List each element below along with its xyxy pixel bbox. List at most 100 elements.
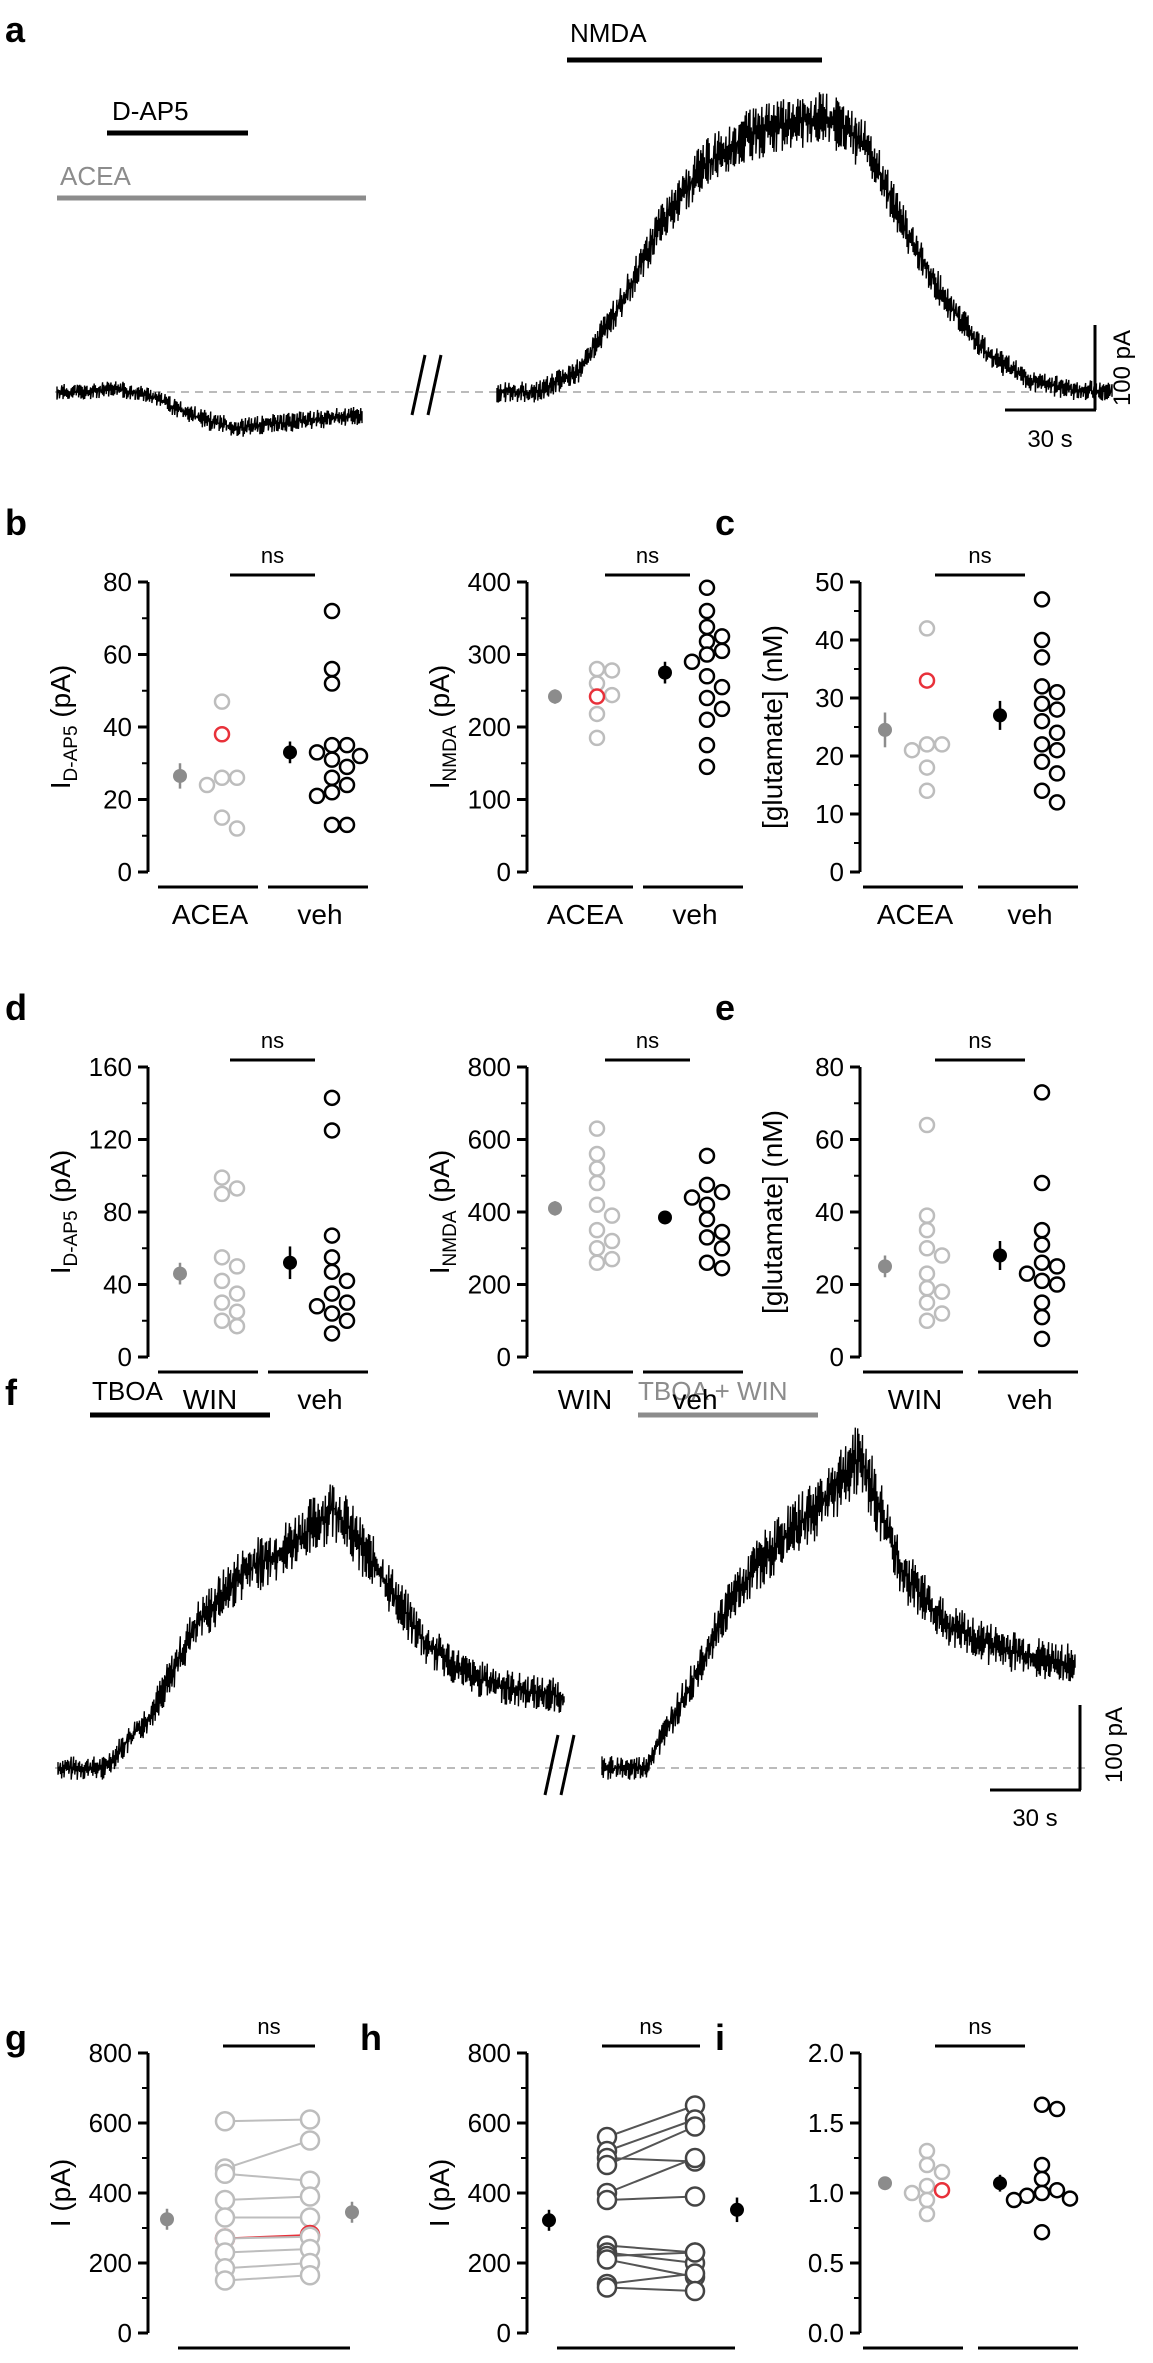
significance-label: ns xyxy=(968,2014,991,2039)
y-axis-label-main: I xyxy=(424,1266,455,1274)
y-tick-label: 2.0 xyxy=(808,2038,844,2068)
data-point xyxy=(698,736,716,754)
data-point xyxy=(1033,1272,1051,1290)
paired-line xyxy=(606,2251,696,2264)
axis-break-mark xyxy=(426,354,443,416)
paired-line xyxy=(224,2248,311,2254)
group-label: ACEA xyxy=(547,899,624,930)
y-axis-label-sub: NMDA xyxy=(440,725,461,781)
data-point xyxy=(933,1247,951,1264)
data-point xyxy=(323,751,341,768)
data-point xyxy=(603,1232,621,1250)
data-point xyxy=(1048,683,1066,701)
data-point xyxy=(603,1250,621,1268)
data-point xyxy=(1033,1174,1051,1192)
paired-line xyxy=(224,2274,311,2282)
data-point xyxy=(713,1259,731,1277)
paired-line xyxy=(224,2172,311,2182)
paired-line xyxy=(224,2139,311,2170)
data-point xyxy=(338,816,356,834)
y-tick-label: 80 xyxy=(103,567,132,597)
data-point xyxy=(1048,2100,1066,2118)
y-tick-label: 80 xyxy=(815,1052,844,1082)
data-point xyxy=(933,1283,951,1300)
data-point xyxy=(1033,1084,1051,1101)
axis-break-mark xyxy=(559,1734,576,1796)
data-point xyxy=(596,2277,618,2298)
panel-letter-c: c xyxy=(715,502,735,543)
data-point xyxy=(918,1312,936,1329)
y-axis-label: INMDA (pA) xyxy=(424,1150,461,1274)
data-point xyxy=(323,1263,341,1281)
data-point xyxy=(713,678,731,696)
data-point xyxy=(1033,1254,1051,1271)
scalebar-y-label: 100 pA xyxy=(1109,330,1136,406)
mean-marker xyxy=(878,1259,892,1274)
data-point xyxy=(918,1279,936,1297)
group-label: WIN xyxy=(888,1384,942,1415)
data-point xyxy=(323,1249,341,1266)
data-point xyxy=(1033,2170,1051,2188)
data-point xyxy=(338,1294,356,1311)
y-axis-label: ID-AP5 (pA) xyxy=(45,665,82,789)
group-label: veh xyxy=(297,899,342,930)
paired-line xyxy=(224,2118,311,2123)
data-point xyxy=(933,1305,951,1322)
y-tick-label: 300 xyxy=(468,640,511,670)
data-point xyxy=(698,711,716,728)
data-point xyxy=(1033,591,1051,608)
data-point xyxy=(603,1207,621,1224)
data-point xyxy=(198,776,216,794)
data-point xyxy=(933,2181,951,2199)
panel-letter-i: i xyxy=(715,2017,725,2058)
data-point xyxy=(1033,2223,1051,2241)
data-point xyxy=(1048,724,1066,742)
y-axis-label: I (pA) xyxy=(424,2159,455,2227)
paired-line xyxy=(606,2244,696,2254)
data-point xyxy=(338,776,356,794)
data-point xyxy=(698,1229,716,1246)
data-point xyxy=(684,2242,706,2263)
y-tick-label: 40 xyxy=(103,712,132,742)
data-point xyxy=(1033,2156,1051,2174)
data-point xyxy=(214,2163,236,2184)
data-point xyxy=(214,2270,236,2291)
data-point xyxy=(213,1185,231,1203)
scalebar-x-label: 30 s xyxy=(1027,426,1072,453)
data-point xyxy=(698,646,716,663)
data-point xyxy=(903,2184,921,2202)
data-point xyxy=(213,1272,231,1290)
significance-label: ns xyxy=(636,1028,659,1053)
data-point xyxy=(323,602,341,620)
data-point xyxy=(918,1207,936,1224)
data-point xyxy=(918,1294,936,1311)
y-tick-label: 0 xyxy=(118,1342,132,1372)
y-tick-label: 20 xyxy=(815,1270,844,1300)
data-point xyxy=(213,809,231,826)
data-point xyxy=(323,769,341,786)
data-point xyxy=(299,2265,321,2286)
data-point xyxy=(588,1254,606,1271)
y-tick-label: 60 xyxy=(103,640,132,670)
data-point xyxy=(323,1305,341,1322)
data-point xyxy=(323,784,341,801)
data-point xyxy=(684,2147,706,2169)
mean-marker xyxy=(730,2202,744,2217)
data-point xyxy=(596,2154,618,2176)
data-point xyxy=(684,2186,706,2207)
x-tick-label: - xyxy=(602,2359,612,2363)
significance-label: ns xyxy=(968,1028,991,1053)
mean-marker xyxy=(160,2212,174,2227)
group-label: ACEA xyxy=(172,899,249,930)
data-point xyxy=(213,693,231,710)
y-axis-label: INMDA (pA) xyxy=(424,665,461,789)
data-point xyxy=(698,689,716,707)
data-point xyxy=(918,2156,936,2174)
y-tick-label: 800 xyxy=(468,1052,511,1082)
data-point xyxy=(713,700,731,718)
data-point xyxy=(1061,2190,1079,2207)
data-point xyxy=(683,1189,701,1206)
data-point xyxy=(713,628,731,645)
data-point xyxy=(213,726,231,743)
